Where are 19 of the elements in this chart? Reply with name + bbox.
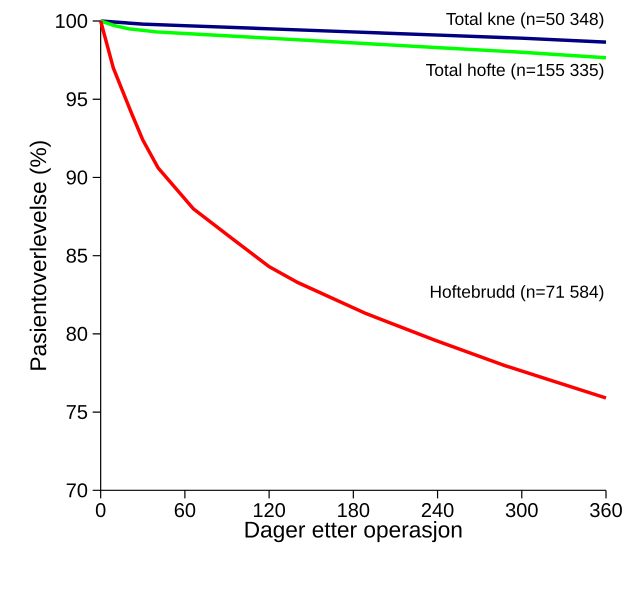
y-axis-title: Pasientoverlevelse (%) [30, 141, 51, 370]
x-tick-label: 240 [422, 503, 454, 518]
y-tick-label: 95 [66, 92, 88, 106]
y-tick-label: 90 [66, 170, 88, 185]
x-tick-label: 180 [338, 503, 370, 518]
y-tick-label: 70 [66, 483, 88, 498]
x-tick-label: 300 [506, 503, 538, 518]
y-tick-label: 80 [66, 326, 88, 341]
y-tick-label: 100 [56, 14, 88, 28]
y-tick-label: 75 [66, 405, 88, 420]
y-tick-label: 85 [66, 248, 88, 263]
x-tick-label: 0 [96, 503, 106, 518]
x-tick-label: 120 [254, 503, 285, 518]
text: Hoftebrudd (n=71 584) [430, 285, 604, 302]
series-label: Total kne (n=50 348) [446, 12, 604, 29]
series-label: Total hofte (n=155 335) [426, 63, 604, 80]
x-tick-label: 360 [590, 503, 622, 518]
x-axis-title: Dager etter operasjon [246, 521, 462, 542]
x-tick-label: 60 [174, 503, 196, 518]
